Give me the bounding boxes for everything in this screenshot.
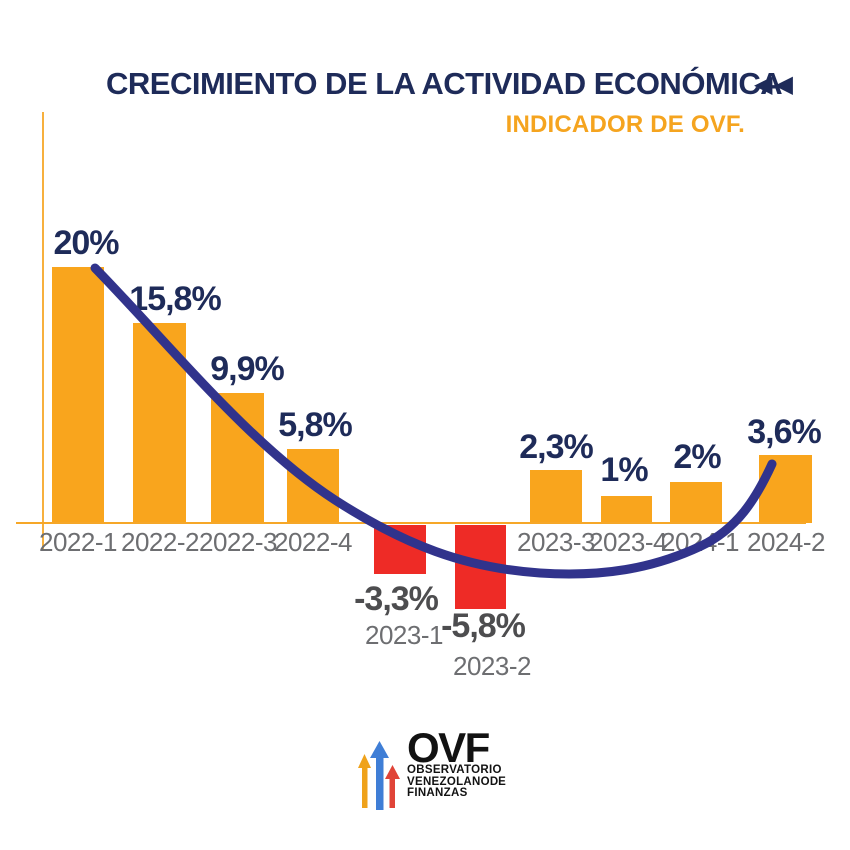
- bar-2022-4: [287, 449, 339, 523]
- bar-2023-1: [374, 525, 426, 574]
- chart-subtitle: INDICADOR DE OVF.: [505, 111, 745, 138]
- ovf-logo: OVF OBSERVATORIO VENEZOLANODE FINANZAS: [358, 724, 506, 811]
- bar-value-label: 9,9%: [210, 350, 284, 388]
- bar-category-label: 2024-1: [661, 527, 739, 557]
- bar-2024-2: [759, 455, 812, 523]
- chart-title: CRECIMIENTO DE LA ACTIVIDAD ECONÓMICA: [106, 66, 783, 101]
- bar-2022-1: [52, 267, 104, 523]
- logo-line-venezolano-de: VENEZOLANODE: [407, 775, 506, 789]
- y-axis-line: [42, 112, 44, 550]
- bar-2023-3: [530, 470, 582, 523]
- bar-category-label: 2022-2: [121, 527, 199, 557]
- bar-value-label: 15,8%: [129, 280, 221, 318]
- bar-value-label: 1%: [600, 451, 648, 489]
- bar-2022-2: [133, 323, 186, 523]
- bar-category-label: 2022-4: [274, 527, 352, 557]
- logo-ovf-text: OVF: [407, 724, 490, 771]
- bar-category-label: 2024-2: [747, 527, 825, 557]
- bar-category-label: 2023-4: [589, 527, 667, 557]
- bar-value-label: 3,6%: [747, 413, 821, 451]
- bar-2024-1: [670, 482, 722, 523]
- bar-value-label: -3,3%: [354, 580, 439, 618]
- logo-growth-arrows-icon: [358, 741, 400, 810]
- logo-venezolano: VENEZOLANO: [407, 775, 490, 788]
- bar-value-label: 5,8%: [278, 406, 352, 444]
- bar-2023-2: [455, 525, 506, 609]
- bar-category-label: 2022-1: [39, 527, 117, 557]
- logo-line-observatorio: OBSERVATORIO: [407, 764, 502, 777]
- bar-category-label: 2023-1: [365, 620, 443, 650]
- bar-value-label: -5,8%: [441, 607, 526, 645]
- bar-2022-3: [211, 393, 264, 523]
- bar-category-label: 2023-3: [517, 527, 595, 557]
- bar-2023-4: [601, 496, 652, 523]
- x-axis-line: [16, 522, 806, 524]
- logo-de: DE: [489, 775, 506, 788]
- bar-value-label: 2,3%: [519, 428, 593, 466]
- logo-line-finanzas: FINANZAS: [407, 787, 468, 800]
- bar-value-label: 20%: [53, 224, 119, 262]
- bar-value-label: 2%: [673, 438, 721, 476]
- bar-category-label: 2022-3: [199, 527, 277, 557]
- double-left-triangles-icon: ◀◀: [754, 71, 795, 98]
- bar-category-label: 2023-2: [453, 651, 531, 681]
